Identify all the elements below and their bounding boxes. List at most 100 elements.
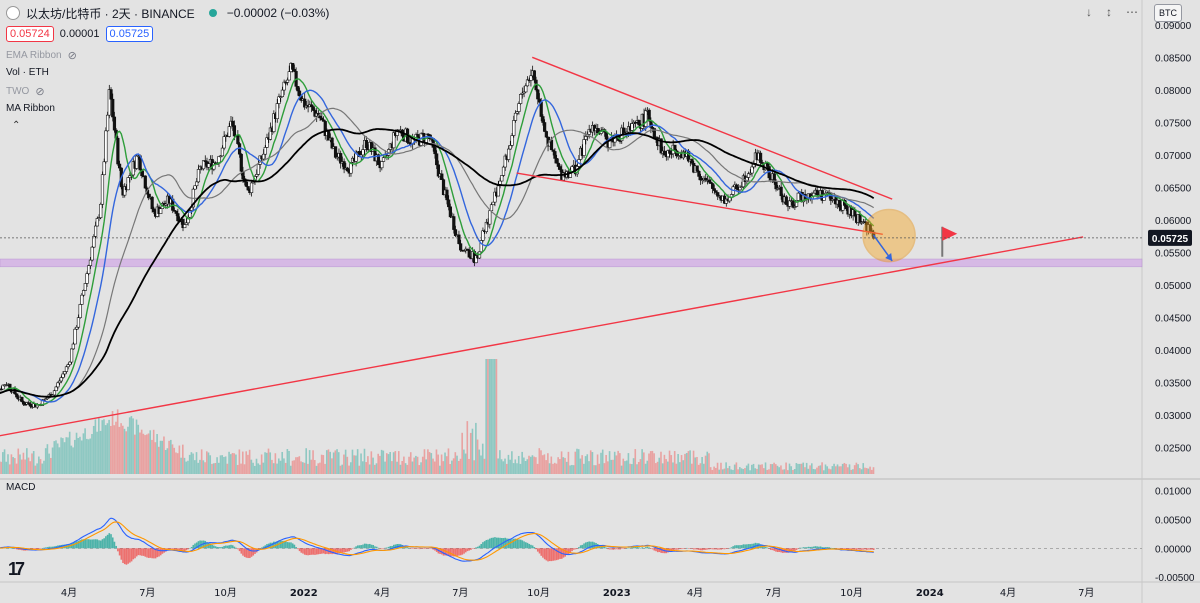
- indicator-ema-ribbon[interactable]: EMA Ribbon ⊘: [6, 49, 77, 62]
- arrows-expand-icon[interactable]: ↕: [1106, 5, 1112, 19]
- volume-bar: [132, 418, 134, 474]
- indicator-two[interactable]: TWO ⊘: [6, 85, 45, 98]
- macd-histogram-bar: [48, 546, 51, 549]
- volume-bar: [490, 359, 493, 474]
- volume-bar: [735, 462, 738, 474]
- buy-price-button[interactable]: 0.05725: [105, 26, 154, 42]
- macd-histogram-bar: [386, 547, 388, 549]
- macd-histogram-bar: [461, 548, 464, 555]
- volume-bar: [677, 454, 679, 474]
- volume-bar: [478, 449, 481, 474]
- volume-bar: [60, 437, 62, 474]
- volume-bar: [0, 461, 2, 474]
- volume-bar: [639, 459, 642, 474]
- candle: [1, 384, 5, 390]
- candle: [246, 186, 250, 191]
- volume-bar: [855, 462, 858, 474]
- candle: [555, 158, 559, 164]
- volume-bar: [20, 459, 23, 474]
- volume-bar: [382, 450, 385, 474]
- candle: [28, 403, 33, 407]
- volume-bar: [853, 465, 856, 474]
- volume-bar: [24, 459, 26, 474]
- volume-bar: [92, 425, 95, 474]
- candle: [186, 216, 190, 224]
- macd-histogram-bar: [165, 548, 167, 552]
- sell-price-button[interactable]: 0.05724: [6, 26, 54, 42]
- volume-bar: [175, 452, 177, 474]
- price-tick-label: 0.07000: [1155, 151, 1192, 162]
- indicator-ma-ribbon[interactable]: MA Ribbon: [6, 103, 55, 114]
- price-change: −0.00002 (−0.03%): [226, 6, 330, 20]
- macd-histogram-bar: [123, 548, 126, 565]
- volume-bar: [634, 449, 637, 474]
- indicator-volume[interactable]: Vol · ETH: [6, 67, 49, 78]
- volume-bar: [516, 463, 518, 474]
- macd-tick-label: -0.00500: [1155, 573, 1195, 584]
- macd-histogram-bar: [734, 545, 736, 549]
- macd-histogram-bar: [103, 538, 105, 549]
- price-tick-label: 0.06000: [1155, 216, 1192, 227]
- volume-bar: [672, 462, 674, 474]
- volume-bar: [336, 449, 338, 474]
- macd-histogram-bar: [763, 546, 765, 549]
- volume-bar: [651, 450, 654, 474]
- arrow-down-icon[interactable]: ↓: [1086, 5, 1092, 19]
- more-icon[interactable]: ⋯: [1126, 5, 1138, 19]
- macd-histogram-bar: [764, 546, 767, 549]
- volume-bar: [560, 451, 563, 474]
- volume-bar: [310, 459, 313, 474]
- candle: [700, 179, 704, 182]
- candle: [868, 224, 872, 231]
- volume-bar: [267, 448, 270, 474]
- volume-bar: [418, 465, 421, 474]
- macd-histogram-bar: [139, 548, 141, 556]
- volume-bar: [194, 460, 196, 474]
- macd-histogram-bar: [351, 548, 354, 549]
- volume-bar: [101, 420, 104, 474]
- volume-bar: [838, 466, 841, 474]
- volume-bar: [413, 457, 415, 474]
- candle: [126, 177, 130, 191]
- volume-bar: [7, 454, 9, 474]
- volume-bar: [824, 464, 827, 474]
- macd-histogram-bar: [355, 546, 357, 549]
- volume-bar: [451, 460, 453, 474]
- macd-histogram-bar: [367, 544, 369, 549]
- macd-histogram-bar: [375, 546, 378, 549]
- eye-off-icon[interactable]: ⊘: [35, 86, 45, 98]
- eye-off-icon[interactable]: ⊘: [67, 50, 77, 62]
- macd-histogram-bar: [826, 547, 829, 549]
- volume-bar: [481, 443, 484, 474]
- macd-histogram-bar: [768, 548, 770, 549]
- volume-bar: [265, 452, 268, 474]
- macd-histogram-bar: [106, 534, 109, 549]
- macd-histogram-bar: [170, 548, 172, 549]
- macd-histogram-bar: [290, 542, 292, 549]
- volume-bar: [864, 467, 866, 474]
- volume-bar: [38, 456, 40, 474]
- volume-bar: [416, 456, 419, 474]
- volume-bar: [456, 455, 458, 474]
- macd-histogram-bar: [158, 548, 160, 557]
- macd-histogram-bar: [458, 548, 460, 556]
- macd-histogram-bar: [435, 548, 438, 552]
- chevron-up-icon[interactable]: ⌃: [12, 120, 21, 131]
- volume-bar: [355, 455, 357, 474]
- currency-button[interactable]: BTC: [1154, 4, 1182, 22]
- macd-histogram-bar: [809, 546, 812, 549]
- symbol-title[interactable]: 以太坊/比特币 · 2天 · BINANCE: [26, 6, 195, 21]
- volume-bar: [519, 463, 522, 474]
- volume-bar: [595, 465, 597, 474]
- candle: [536, 89, 540, 100]
- candle: [93, 225, 98, 237]
- candle: [481, 230, 485, 241]
- macd-histogram-bar: [864, 548, 866, 550]
- time-tick-label: 10月: [840, 587, 863, 599]
- macd-histogram-bar: [341, 548, 344, 553]
- volume-bar: [403, 456, 405, 474]
- macd-histogram-bar: [591, 541, 594, 549]
- volume-bar: [834, 466, 837, 474]
- macd-histogram-bar: [99, 540, 102, 549]
